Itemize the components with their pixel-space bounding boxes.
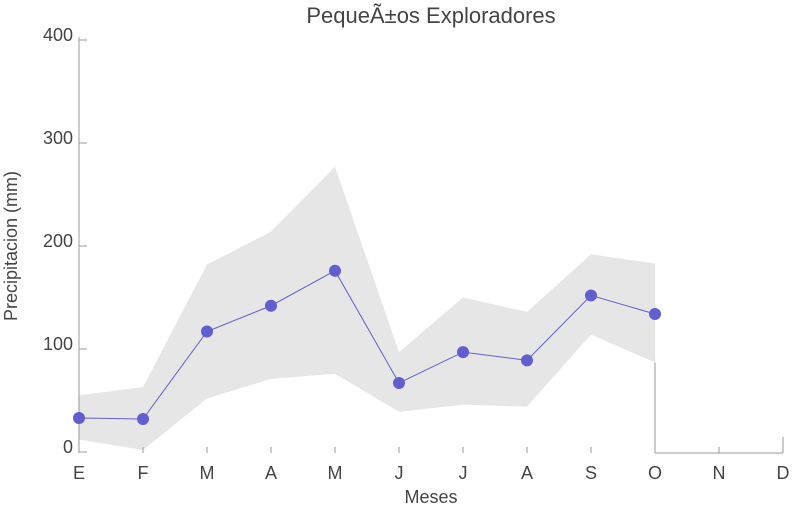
- point: [73, 412, 85, 425]
- y-tick-label: 300: [43, 128, 73, 148]
- line: [78, 270, 656, 420]
- point: [201, 325, 213, 338]
- x-axis-label: Meses: [404, 487, 457, 507]
- x-tick-label: D: [777, 463, 790, 483]
- chart-title: PequeÃ±os Exploradores: [306, 3, 555, 28]
- y-tick-label: 100: [43, 334, 73, 354]
- point: [265, 299, 277, 312]
- y-tick-label: 0: [63, 437, 73, 457]
- y-axis-label: Precipitacion (mm): [1, 171, 21, 321]
- point: [329, 264, 341, 277]
- x-tick-label: E: [73, 463, 85, 483]
- x-tick-label: M: [328, 463, 343, 483]
- x-tick-label: M: [200, 463, 215, 483]
- x-tick-label: N: [713, 463, 726, 483]
- point: [457, 346, 469, 359]
- x-tick-label: F: [138, 463, 149, 483]
- point: [585, 289, 597, 302]
- x-tick-label: J: [459, 463, 468, 483]
- point: [521, 354, 533, 367]
- x-tick-label: O: [648, 463, 662, 483]
- point: [137, 413, 149, 426]
- x-tick-label: J: [395, 463, 404, 483]
- band: [79, 166, 655, 450]
- x-tick-label: A: [521, 463, 533, 483]
- x-tick-label: A: [265, 463, 277, 483]
- y-tick-label: 200: [43, 231, 73, 251]
- x-tick-label: S: [585, 463, 597, 483]
- point: [393, 376, 405, 389]
- point: [649, 307, 661, 320]
- y-tick-label: 400: [43, 25, 73, 45]
